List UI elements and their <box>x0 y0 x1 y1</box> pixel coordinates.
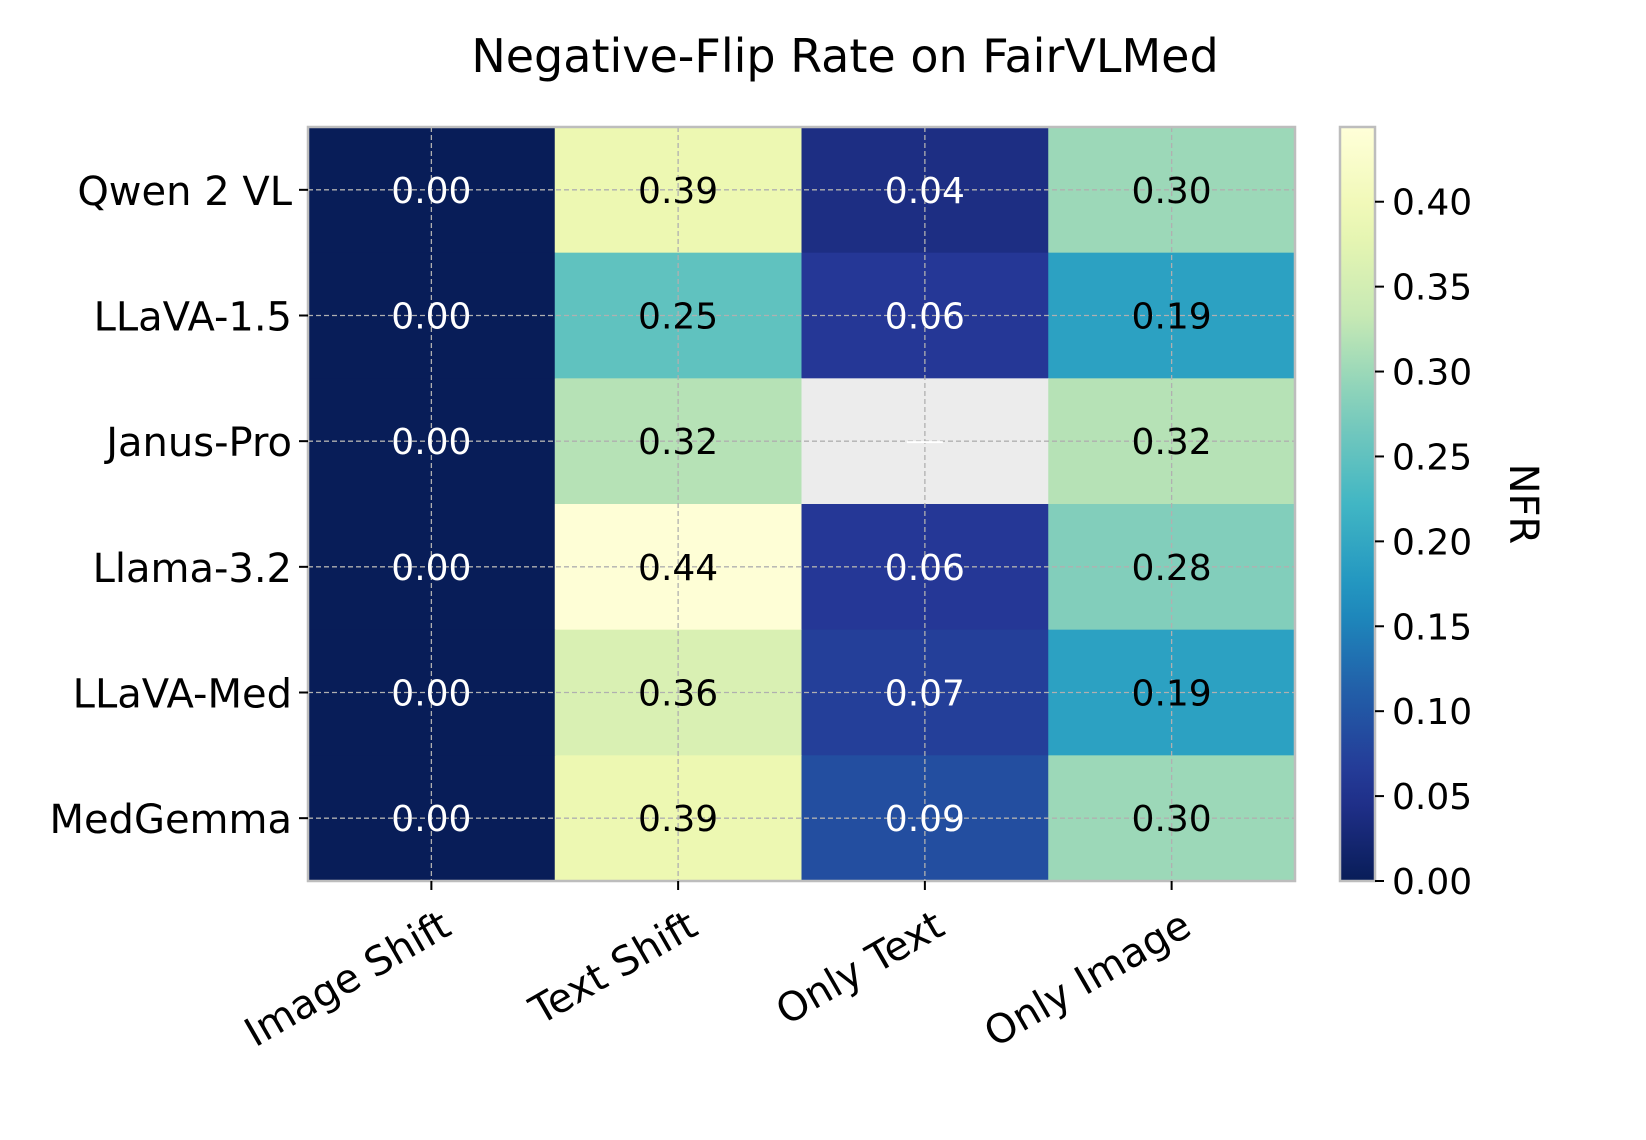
colorbar-label: NFR <box>1500 464 1546 545</box>
cell-labels: 0.00 0.39 0.04 0.30 0.00 0.25 0.06 0.19 0.00 0.32… <box>391 171 1211 840</box>
colorbar-tick-label: 0.00 <box>1392 862 1472 903</box>
cell-value-label: 0.39 <box>638 171 718 212</box>
x-tick-label: Only Image <box>977 902 1199 1057</box>
cell-value-label: 0.00 <box>391 171 471 212</box>
x-tick-label: Image Shift <box>237 902 458 1056</box>
cell-value-label: 0.30 <box>1132 171 1212 212</box>
grid-lines <box>308 127 1295 881</box>
cell-value-label: 0.19 <box>1132 297 1212 338</box>
y-tick-label: MedGemma <box>49 797 292 843</box>
x-tick-label: Only Text <box>768 902 951 1034</box>
colorbar-tick-label: 0.20 <box>1392 522 1472 563</box>
cell-value-label: 0.39 <box>638 799 718 840</box>
cell-value-label: 0.30 <box>1132 799 1212 840</box>
colorbar-tick-label: 0.40 <box>1392 183 1472 224</box>
y-tick-label: LLaVA-1.5 <box>94 295 292 341</box>
colorbar: 0.00 0.05 0.10 0.15 0.20 0.25 0.30 0.35 0.40 NFR <box>1338 125 1546 903</box>
cell-value-label: 0.06 <box>885 297 965 338</box>
cell-value-label: 0.25 <box>638 297 718 338</box>
cell-value-label: 0.36 <box>638 674 718 715</box>
cell-value-label: 0.44 <box>638 548 718 589</box>
x-tick-label: Text Shift <box>521 902 705 1035</box>
cell-value-label: 0.32 <box>638 422 718 463</box>
colorbar-gradient <box>1340 127 1375 881</box>
cell-value-label: 0.07 <box>885 674 965 715</box>
colorbar-tick-label: 0.25 <box>1392 437 1472 478</box>
colorbar-tick-label: 0.15 <box>1392 607 1472 648</box>
cell-value-label: 0.00 <box>391 422 471 463</box>
cell-value-label: 0.00 <box>391 799 471 840</box>
cell-value-label: 0.28 <box>1132 548 1212 589</box>
colorbar-tick-label: 0.05 <box>1392 777 1472 818</box>
chart-title: Negative-Flip Rate on FairVLMed <box>471 29 1218 83</box>
colorbar-tick-label: 0.35 <box>1392 268 1472 309</box>
heatmap-cells <box>308 127 1296 882</box>
colorbar-tick-label: 0.30 <box>1392 353 1472 394</box>
cell-value-label: 0.00 <box>391 674 471 715</box>
cell-value-label: 0.09 <box>885 799 965 840</box>
cell-value-label: 0.19 <box>1132 674 1212 715</box>
cell-value-label: 0.00 <box>391 297 471 338</box>
cell-value-label: 0.00 <box>391 548 471 589</box>
y-tick-label: LLaVA-Med <box>73 672 292 718</box>
cell-value-label: 0.04 <box>885 171 965 212</box>
y-tick-label: Llama-3.2 <box>93 546 292 592</box>
colorbar-frame <box>1338 125 1377 883</box>
y-tick-label: Janus-Pro <box>103 420 292 466</box>
cell-value-label: 0.32 <box>1132 422 1212 463</box>
cell-value-label: 0.06 <box>885 548 965 589</box>
colorbar-tick-label: 0.10 <box>1392 692 1472 733</box>
plot-frame <box>306 125 1297 883</box>
y-tick-label: Qwen 2 VL <box>77 169 292 215</box>
